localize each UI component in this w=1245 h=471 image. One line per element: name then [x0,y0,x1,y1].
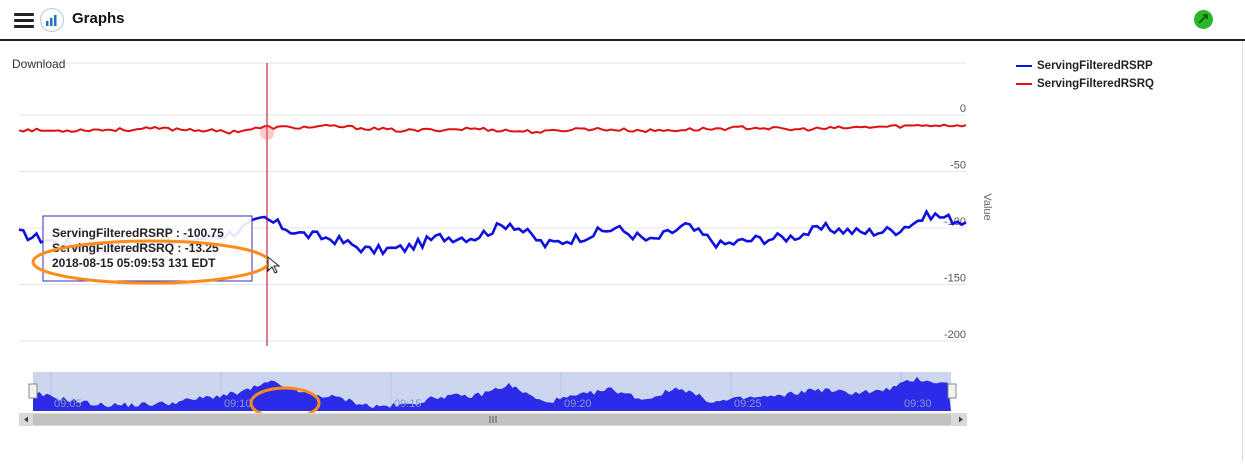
legend-label-rsrp: ServingFilteredRSRP [1037,60,1153,72]
navigator-tick-label: 09:10 [224,398,252,410]
tooltip: ServingFilteredRSRP : -100.75 ServingFil… [42,215,253,282]
legend: ServingFilteredRSRP ServingFilteredRSRQ [1016,57,1154,93]
y-tick-label: -150 [944,273,966,285]
y-tick-label: 0 [960,103,966,115]
legend-label-rsrq: ServingFilteredRSRQ [1037,78,1154,90]
legend-item-rsrq[interactable]: ServingFilteredRSRQ [1016,75,1154,93]
navigator-labels: 09:05 09:10 09:15 09:20 09:25 09:30 [54,398,932,410]
chart-title: Download [12,57,65,71]
page-title: Graphs [72,10,125,27]
navigator-tick-label: 09:20 [564,398,592,410]
tooltip-line-time: 2018-08-15 05:09:53 131 EDT [52,256,216,270]
navigator-handle-left[interactable] [28,383,38,399]
cursor-icon [267,255,281,274]
bar-chart-icon [40,8,64,32]
chart[interactable]: Download 0-50-100-150-200 Value ServingF… [0,41,1000,471]
scroll-right-arrow[interactable] [959,416,963,423]
navigator-handle-right[interactable] [947,383,957,399]
panel-divider [1242,41,1243,461]
hover-marker [260,126,274,140]
hamburger-icon[interactable] [14,13,34,28]
navigator-tick-label: 09:25 [734,398,762,410]
scrollbar-thumb[interactable] [33,414,951,425]
y-axis-label: Value [981,193,993,220]
navigator-tick-label: 09:15 [394,398,422,410]
y-tick-label: -200 [944,329,966,341]
grid-lines [19,62,966,342]
tooltip-line-rsrp: ServingFilteredRSRP : -100.75 [52,226,224,240]
series-line-rsrq [18,123,967,135]
scrollbar[interactable] [19,413,967,426]
navigator[interactable]: 09:05 09:10 09:15 09:20 09:25 09:30 [28,372,957,420]
y-tick-label: -50 [950,160,966,172]
status-dot-icon[interactable] [1194,10,1213,29]
legend-item-rsrp[interactable]: ServingFilteredRSRP [1016,57,1154,75]
navigator-tick-label: 09:05 [54,398,82,410]
navigator-tick-label: 09:30 [904,398,932,410]
navigator-area [33,376,951,411]
app-bar: Graphs [0,0,1245,41]
legend-swatch-rsrq [1016,82,1032,86]
legend-swatch-rsrp [1016,64,1032,68]
scrollbar-grip-icon [489,416,497,423]
scroll-left-arrow[interactable] [24,416,28,423]
